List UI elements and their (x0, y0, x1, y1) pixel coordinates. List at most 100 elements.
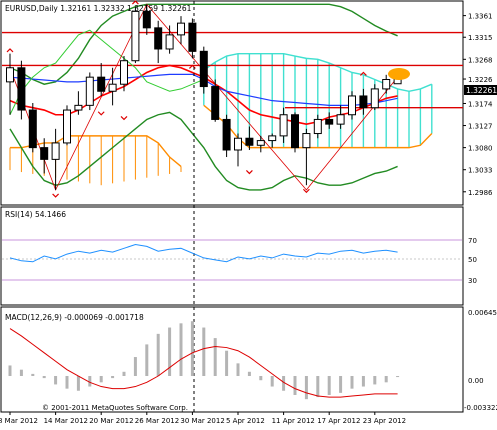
candle-body[interactable] (120, 60, 128, 85)
macd-hist-bar (339, 376, 343, 393)
highlight-ellipse (388, 68, 410, 80)
macd-hist-bar (42, 376, 46, 379)
candle-body[interactable] (74, 104, 83, 111)
price-axis: 1.3361 1.3315 1.3268 1.3226 1.3174 1.3127 1.30… (463, 13, 493, 197)
date-tick-label: 14 Mar 2012 (44, 417, 88, 425)
fractal-arrow (359, 71, 367, 76)
macd-hist-bar (133, 357, 137, 377)
candle-body[interactable] (302, 133, 311, 149)
copyright-text: © 2001-2011 MetaQuotes Software Corp. (42, 404, 188, 412)
price-tick-label: 1.3127 (468, 123, 493, 131)
fractal-arrow (6, 48, 14, 53)
rsi-panel-header: RSI(14) 54.1466 (5, 210, 66, 219)
fractal-arrow (97, 111, 105, 116)
macd-hist-bar (225, 350, 229, 377)
date-axis: 8 Mar 2012 14 Mar 2012 20 Mar 2012 26 Mar 2… (0, 412, 406, 425)
candle-body[interactable] (348, 95, 356, 116)
candle-body[interactable] (370, 88, 379, 109)
candle-body[interactable] (313, 118, 322, 135)
macd-hist-bar (19, 369, 23, 377)
fractal-arrow (131, 0, 139, 5)
macd-panel-header: MACD(12,26,9) -0.000069 -0.001718 (5, 313, 144, 322)
macd-hist-bar (259, 376, 263, 381)
candle-body[interactable] (51, 142, 60, 160)
candle-body[interactable] (63, 109, 71, 144)
rsi-panel[interactable] (0, 206, 464, 306)
price-tick-label: 1.3268 (468, 56, 493, 64)
macd-hist-bar (65, 376, 69, 389)
candle-body[interactable] (154, 27, 163, 50)
candle-body[interactable] (142, 10, 151, 29)
macd-hist-bar (282, 376, 286, 391)
candle-body[interactable] (325, 118, 334, 125)
fractal-arrow (52, 193, 60, 198)
macd-hist-bar (361, 376, 365, 387)
candle-body[interactable] (222, 118, 231, 151)
candle-body[interactable] (188, 22, 197, 52)
candle-body[interactable] (17, 67, 26, 111)
price-tick-label: 1.3080 (468, 145, 493, 153)
rsi-line (9, 243, 398, 263)
price-tick-label: 1.3361 (468, 13, 493, 21)
candle-body[interactable] (234, 137, 242, 151)
price-tick-label: 1.3033 (468, 167, 493, 175)
candle-body[interactable] (6, 67, 14, 83)
macd-hist-bar (247, 371, 251, 377)
current-price-tag-bg (464, 85, 497, 95)
fractal-arrow (120, 116, 128, 121)
macd-hist-bar (270, 376, 274, 387)
envelope-bands (9, 3, 398, 191)
rsi-axis-70: 70 (468, 237, 477, 245)
fractal-arrow (245, 170, 253, 175)
macd-histogram (8, 321, 400, 400)
macd-hist-bar (304, 376, 308, 400)
candle-body[interactable] (211, 86, 220, 120)
price-tick-label: 1.3226 (468, 76, 493, 84)
candlesticks[interactable] (6, 4, 402, 190)
fractal-arrows (6, 0, 402, 198)
candle-body[interactable] (165, 34, 174, 50)
candle-body[interactable] (279, 114, 288, 137)
candle-body[interactable] (359, 95, 368, 109)
candle-body[interactable] (28, 109, 37, 149)
date-tick-label: 30 Mar 2012 (180, 417, 224, 425)
candle-body[interactable] (199, 50, 208, 88)
macd-panel[interactable] (0, 306, 464, 413)
candle-body[interactable] (40, 147, 49, 160)
macd-hist-bar (179, 323, 183, 377)
candle-body[interactable] (131, 10, 140, 62)
candle-body[interactable] (256, 140, 265, 146)
macd-hist-bar (111, 376, 115, 379)
macd-hist-bar (213, 338, 217, 377)
lower-band-line (9, 111, 398, 191)
macd-hist-bar (99, 376, 103, 383)
macd-axis-bottom: -0.003322 (464, 404, 497, 412)
senkou-span-a (203, 52, 433, 92)
macd-hist-bar (202, 327, 206, 377)
date-tick-label: 20 Mar 2012 (89, 417, 133, 425)
candle-body[interactable] (245, 137, 254, 146)
date-tick-label: 8 Mar 2012 (0, 417, 38, 425)
date-tick-label: 5 Apr 2012 (226, 417, 265, 425)
candle-body[interactable] (177, 22, 185, 36)
macd-hist-bar (373, 376, 377, 385)
macd-axis-zero: 0.00 (468, 377, 484, 385)
candle-body[interactable] (291, 114, 299, 149)
candle-body[interactable] (97, 76, 106, 92)
current-price-tag: 1.32261 (466, 86, 497, 95)
candle-body[interactable] (85, 76, 94, 106)
date-tick-label: 17 Apr 2012 (317, 417, 360, 425)
macd-hist-bar (396, 376, 400, 378)
candle-body[interactable] (382, 79, 391, 90)
rsi-axis-30: 30 (468, 277, 477, 285)
price-tick-label: 1.3174 (468, 100, 493, 108)
candle-body[interactable] (108, 83, 117, 92)
macd-hist-bar (76, 376, 80, 391)
macd-hist-bar (190, 321, 194, 377)
macd-hist-bar (88, 376, 92, 387)
candle-body[interactable] (268, 135, 277, 142)
date-tick-label: 23 Apr 2012 (363, 417, 406, 425)
candle-body[interactable] (336, 114, 345, 125)
